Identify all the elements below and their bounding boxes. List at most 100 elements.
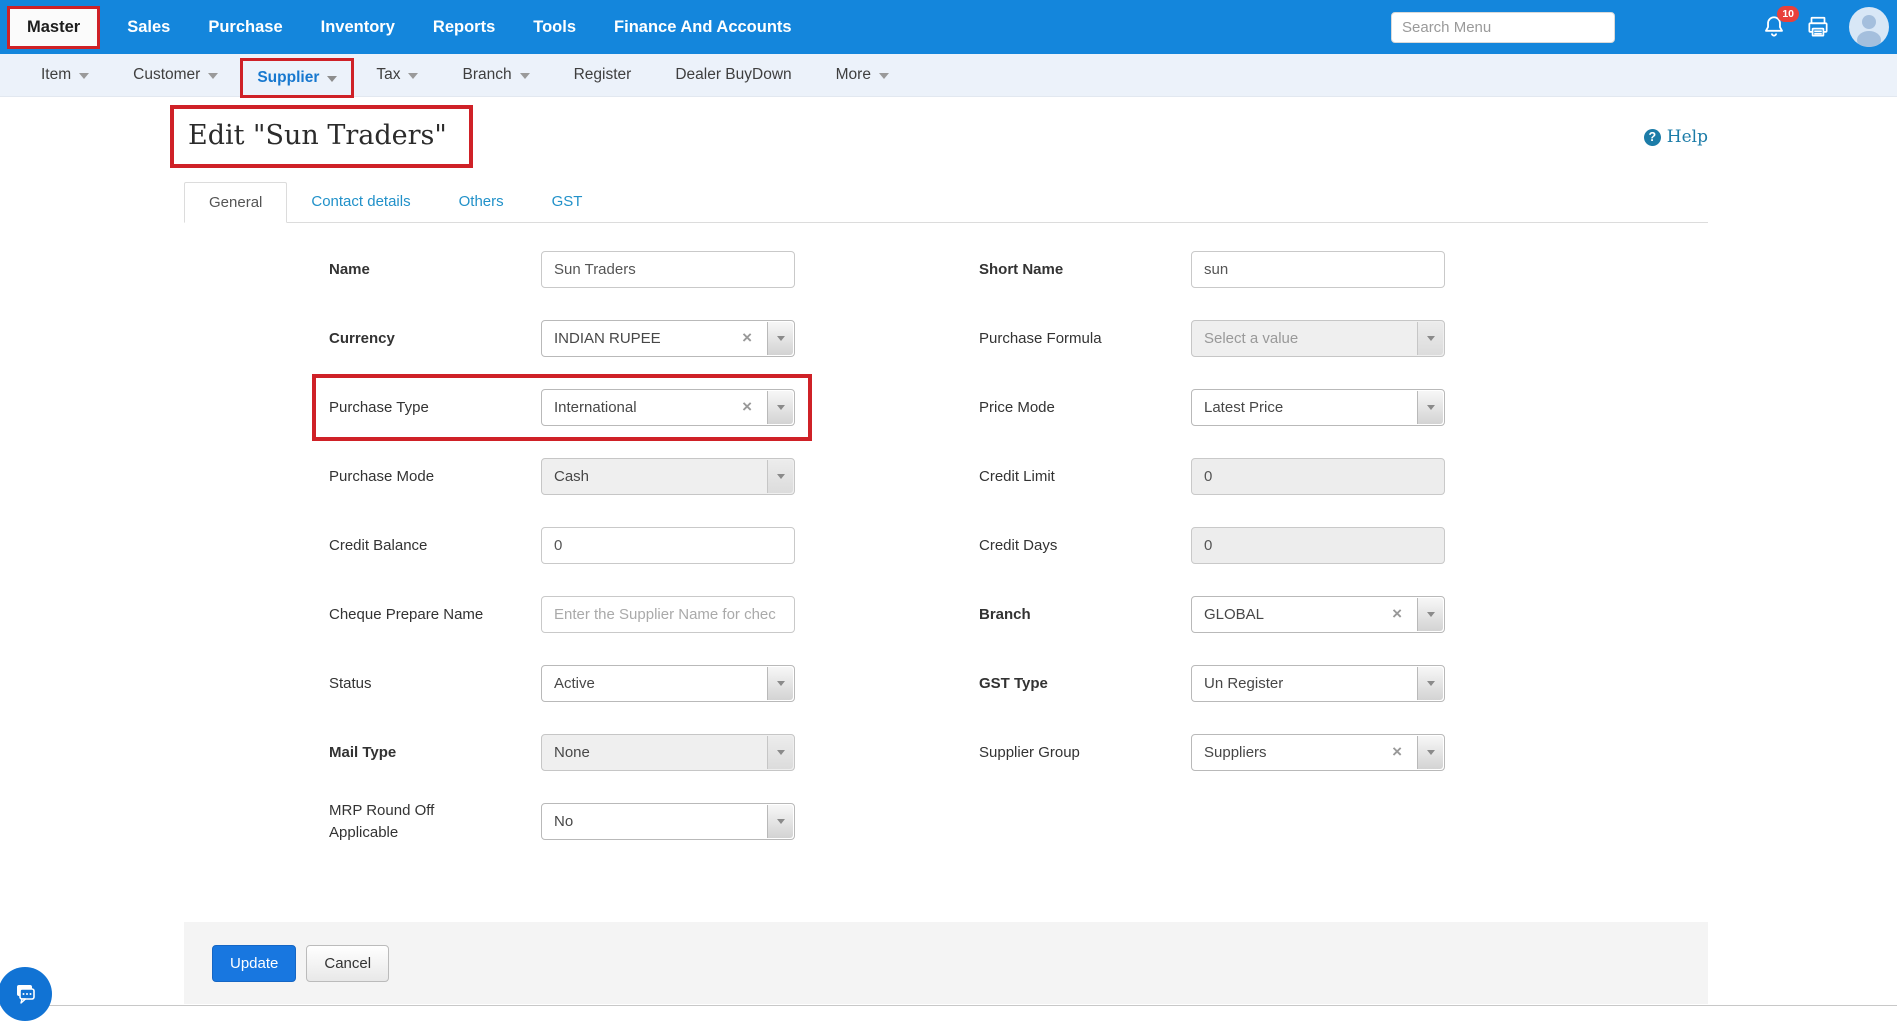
tab-others[interactable]: Others [458,193,504,210]
update-button[interactable]: Update [212,944,297,982]
tab-gst[interactable]: GST [551,193,583,210]
sub-nav-item-label: Item [41,66,72,83]
caret-down-icon [776,750,785,755]
clear-icon[interactable]: × [1392,604,1402,623]
field-input-credit-balance[interactable] [541,527,795,564]
dropdown-arrow[interactable] [1417,598,1443,631]
field-input-name[interactable] [541,251,795,288]
form-row-supplier-group: Supplier Group Suppliers × [979,734,1445,771]
caret-down-icon [776,681,785,686]
form-row-purchase-formula: Purchase Formula Select a value [979,320,1445,357]
caret-down-icon [1426,750,1435,755]
field-select-branch[interactable]: GLOBAL × [1191,596,1445,633]
field-select-purchase-type[interactable]: International × [541,389,795,426]
top-nav-item-inventory[interactable]: Inventory [320,17,395,36]
sub-nav-item-tax[interactable]: Tax [354,66,440,84]
sub-nav-item-customer[interactable]: Customer [111,66,240,84]
field-label-supplier-group: Supplier Group [979,743,1080,761]
selected-value: International [554,399,637,416]
field-select-supplier-group[interactable]: Suppliers × [1191,734,1445,771]
print-button[interactable] [1805,14,1831,40]
caret-down-icon [1426,612,1435,617]
sub-nav-item-item[interactable]: Item [19,66,111,84]
help-link[interactable]: ? Help [1643,127,1708,147]
caret-down-icon [1426,405,1435,410]
form-row-status: Status Active [329,665,795,702]
field-label-status: Status [329,674,372,692]
field-select-gst-type[interactable]: Un Register [1191,665,1445,702]
page-bottom-divider [0,1005,1897,1006]
field-select-currency[interactable]: INDIAN RUPEE × [541,320,795,357]
field-select-mrp-round-off-applicable[interactable]: No [541,803,795,840]
dropdown-arrow[interactable] [767,322,793,355]
dropdown-arrow[interactable] [767,805,793,838]
dropdown-arrow[interactable] [1417,736,1443,769]
field-select-purchase-formula[interactable]: Select a value [1191,320,1445,357]
form-row-mrp-round-off-applicable: MRP Round Off Applicable No [329,802,795,841]
top-nav-item-purchase[interactable]: Purchase [208,17,283,36]
field-label-credit-balance: Credit Balance [329,536,428,554]
tab-general[interactable]: General [184,182,288,223]
sub-nav-item-label: More [835,66,871,83]
top-nav-item-master[interactable]: Master [7,5,101,49]
field-label-price-mode: Price Mode [979,398,1055,416]
clear-icon[interactable]: × [1392,742,1402,761]
field-label-credit-days: Credit Days [979,536,1058,554]
field-select-purchase-mode[interactable]: Cash [541,458,795,495]
field-select-price-mode[interactable]: Latest Price [1191,389,1445,426]
clear-icon[interactable]: × [742,328,752,347]
field-label-short-name: Short Name [979,260,1064,278]
search-input[interactable] [1391,11,1615,43]
field-label-name: Name [329,260,370,278]
top-nav-item-reports[interactable]: Reports [432,17,496,36]
selected-value: INDIAN RUPEE [554,330,661,347]
top-nav-item-finance-and-accounts[interactable]: Finance And Accounts [614,17,792,36]
tab-contact-details[interactable]: Contact details [311,193,411,210]
selected-value: Active [554,675,595,692]
dropdown-arrow[interactable] [767,391,793,424]
user-avatar[interactable] [1849,7,1889,47]
main-content: Edit "Sun Traders" ? Help General Contact… [170,97,1708,1004]
clear-icon[interactable]: × [742,397,752,416]
notifications-button[interactable]: 10 [1761,6,1799,40]
form-row-branch: Branch GLOBAL × [979,596,1445,633]
cancel-button[interactable]: Cancel [306,944,390,982]
sub-nav-item-more[interactable]: More [814,66,911,84]
form-footer: Update Cancel [184,922,1708,1004]
dropdown-arrow[interactable] [1417,391,1443,424]
field-label-purchase-type: Purchase Type [329,398,429,416]
field-select-status[interactable]: Active [541,665,795,702]
caret-down-icon [1426,336,1435,341]
field-label-cheque-prepare-name: Cheque Prepare Name [329,605,484,623]
form-row-gst-type: GST Type Un Register [979,665,1445,702]
chat-widget-button[interactable] [0,967,52,1021]
sub-nav-item-supplier[interactable]: Supplier [240,58,355,98]
field-input-credit-limit[interactable] [1191,458,1445,495]
person-icon [1849,7,1889,47]
top-nav-items: Master Sales Purchase Inventory Reports Tools… [0,0,811,54]
field-select-mail-type[interactable]: None [541,734,795,771]
field-input-credit-days[interactable] [1191,527,1445,564]
field-input-short-name[interactable] [1191,251,1445,288]
dropdown-arrow[interactable] [1417,322,1443,355]
form-row-short-name: Short Name [979,251,1445,288]
sub-nav-item-register[interactable]: Register [552,66,654,84]
sub-nav-item-branch[interactable]: Branch [440,66,551,84]
sub-nav-item-dealer-buydown[interactable]: Dealer BuyDown [653,66,813,84]
selected-value: Select a value [1204,330,1299,347]
dropdown-arrow[interactable] [1417,667,1443,700]
top-nav-bar: Master Sales Purchase Inventory Reports Tools… [0,0,1897,54]
dropdown-arrow[interactable] [767,736,793,769]
supplier-form: Name Currency INDIAN RUPEE × Purchase Type In… [184,223,1708,872]
dropdown-arrow[interactable] [767,667,793,700]
sub-nav-item-label: Customer [133,66,201,83]
chevron-down-icon [878,73,889,79]
top-nav-item-sales[interactable]: Sales [127,17,171,36]
form-row-credit-limit: Credit Limit [979,458,1445,495]
caret-down-icon [1426,681,1435,686]
dropdown-arrow[interactable] [767,460,793,493]
top-nav-item-tools[interactable]: Tools [533,17,577,36]
field-label-gst-type: GST Type [979,674,1048,692]
chevron-down-icon [408,73,419,79]
field-input-cheque-prepare-name[interactable] [541,596,795,633]
